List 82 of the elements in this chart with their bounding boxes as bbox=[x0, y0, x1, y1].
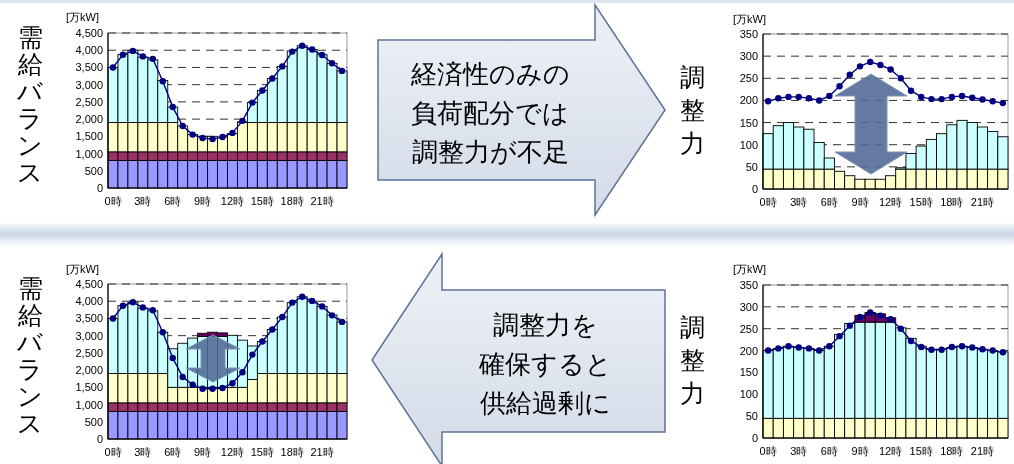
y-tick-label: 350 bbox=[739, 279, 758, 291]
y-tick-label: 150 bbox=[739, 366, 758, 379]
x-tick-label: 0時 bbox=[104, 195, 122, 207]
y-tick-label: 4,500 bbox=[75, 27, 103, 39]
y-tick-label: 100 bbox=[739, 388, 758, 401]
y-tick-label: 4,000 bbox=[75, 295, 103, 308]
x-tick-label: 0時 bbox=[759, 196, 777, 208]
y-tick-label: 4,000 bbox=[75, 44, 103, 57]
y-tick-label: 0 bbox=[751, 432, 758, 444]
y-tick-label: 200 bbox=[739, 344, 758, 357]
y-tick-label: 100 bbox=[739, 138, 758, 151]
y-tick-label: 300 bbox=[739, 300, 758, 313]
x-tick-label: 21時 bbox=[970, 196, 995, 208]
text: 需給バランス bbox=[16, 274, 43, 437]
y-axis-title: [万kW] bbox=[733, 13, 766, 25]
x-tick-label: 3時 bbox=[134, 446, 152, 458]
text: 負荷配分では bbox=[411, 98, 569, 128]
y-tick-label: 1,500 bbox=[75, 381, 103, 394]
y-tick-label: 3,500 bbox=[75, 61, 103, 74]
x-tick-label: 9時 bbox=[851, 445, 869, 457]
text: 調整力が不足 bbox=[411, 137, 569, 167]
y-tick-label: 2,500 bbox=[75, 346, 103, 359]
y-tick-label: 250 bbox=[739, 322, 758, 335]
x-tick-label: 12時 bbox=[878, 445, 903, 457]
x-tick-label: 12時 bbox=[878, 196, 903, 208]
text: 経済性のみの bbox=[409, 59, 570, 89]
x-tick-label: 0時 bbox=[759, 445, 777, 457]
y-tick-label: 300 bbox=[739, 50, 758, 63]
text: 供給過剰に bbox=[479, 388, 611, 418]
y-tick-label: 3,500 bbox=[75, 312, 103, 325]
x-tick-label: 9時 bbox=[851, 196, 869, 208]
y-axis-title: [万kW] bbox=[66, 263, 99, 275]
y-tick-label: 0 bbox=[96, 433, 103, 445]
x-tick-label: 15時 bbox=[909, 445, 933, 457]
y-tick-label: 3,000 bbox=[75, 329, 103, 342]
x-tick-label: 3時 bbox=[134, 195, 152, 207]
text: 調整力 bbox=[679, 313, 705, 407]
x-tick-label: 6時 bbox=[820, 196, 838, 208]
y-tick-label: 500 bbox=[84, 415, 103, 428]
text: 確保すると bbox=[477, 349, 612, 379]
text: 調整力を bbox=[492, 310, 598, 340]
x-tick-label: 18時 bbox=[280, 195, 304, 207]
y-tick-label: 0 bbox=[751, 183, 758, 195]
x-tick-label: 9時 bbox=[194, 446, 212, 458]
y-tick-label: 1,000 bbox=[75, 147, 103, 160]
x-tick-label: 18時 bbox=[940, 196, 964, 208]
y-tick-label: 3,000 bbox=[75, 78, 103, 91]
y-tick-label: 2,000 bbox=[75, 113, 103, 126]
x-tick-label: 6時 bbox=[164, 446, 182, 458]
y-axis-title: [万kW] bbox=[733, 263, 766, 275]
x-tick-label: 3時 bbox=[790, 445, 808, 457]
x-tick-label: 21時 bbox=[310, 446, 334, 458]
text: 需給バランス bbox=[16, 23, 43, 186]
x-tick-label: 0時 bbox=[104, 446, 122, 458]
y-tick-label: 1,500 bbox=[75, 130, 103, 143]
x-tick-label: 21時 bbox=[310, 195, 334, 207]
y-tick-label: 2,500 bbox=[75, 95, 103, 108]
y-tick-label: 50 bbox=[745, 410, 758, 423]
y-tick-label: 4,500 bbox=[75, 278, 103, 290]
y-tick-label: 200 bbox=[739, 94, 758, 107]
y-tick-label: 50 bbox=[745, 160, 758, 173]
x-tick-label: 15時 bbox=[909, 196, 933, 208]
x-tick-label: 12時 bbox=[220, 446, 245, 458]
y-tick-label: 150 bbox=[739, 116, 758, 129]
x-tick-label: 12時 bbox=[220, 195, 245, 207]
x-tick-label: 15時 bbox=[250, 195, 274, 207]
x-tick-label: 6時 bbox=[164, 195, 182, 207]
x-tick-label: 6時 bbox=[820, 445, 838, 457]
y-tick-label: 500 bbox=[84, 164, 103, 177]
y-tick-label: 350 bbox=[739, 28, 758, 40]
y-tick-label: 250 bbox=[739, 72, 758, 85]
x-tick-label: 3時 bbox=[790, 196, 808, 208]
x-tick-label: 21時 bbox=[970, 445, 995, 457]
x-tick-label: 9時 bbox=[194, 195, 212, 207]
x-tick-label: 18時 bbox=[280, 446, 304, 458]
text: 調整力 bbox=[679, 63, 705, 157]
y-axis-title: [万kW] bbox=[66, 11, 99, 23]
y-tick-label: 2,000 bbox=[75, 364, 103, 377]
y-tick-label: 1,000 bbox=[75, 398, 103, 411]
x-tick-label: 18時 bbox=[940, 445, 964, 457]
y-tick-label: 0 bbox=[96, 182, 103, 194]
x-tick-label: 15時 bbox=[250, 446, 274, 458]
